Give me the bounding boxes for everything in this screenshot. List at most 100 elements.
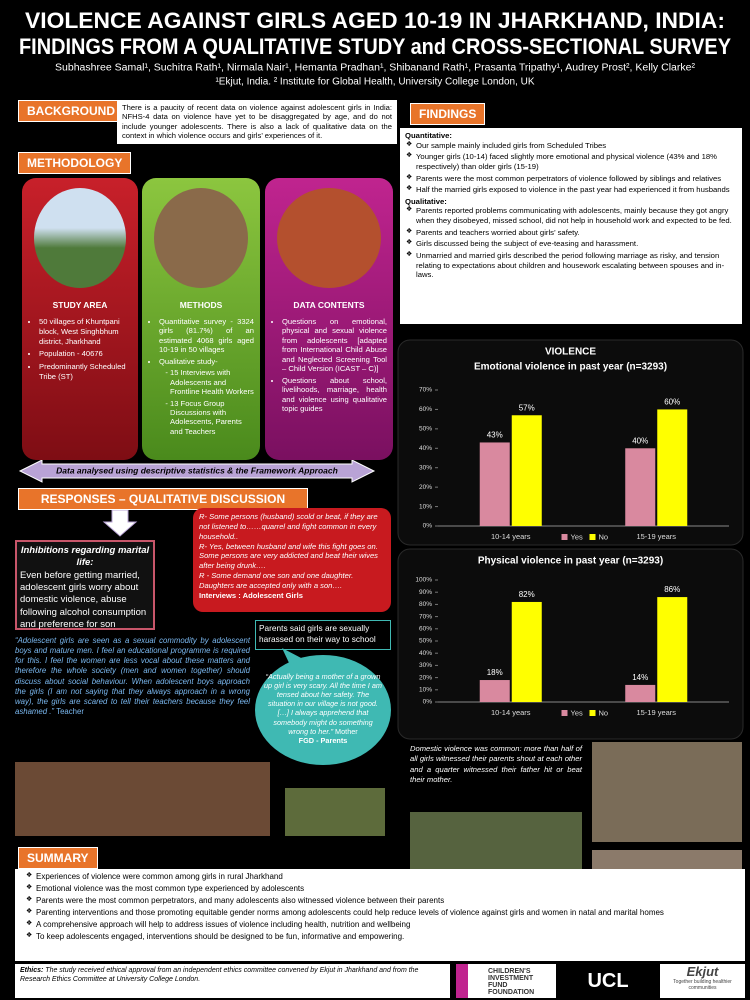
harassment-note: Parents said girls are sexually harassed… [255,620,391,650]
list-item: Girls discussed being the subject of eve… [406,239,737,249]
list: Questions on emotional, physical and sex… [271,317,387,414]
y-tick-label: 80% [419,601,432,608]
title-line: VIOLENCE AGAINST GIRLS AGED 10-19 IN JHA… [25,8,725,33]
speaker: Mother [335,726,358,736]
logo-name: Ekjut [686,964,719,979]
down-arrow [102,509,138,537]
list: Experiences of violence were common amon… [20,872,740,942]
bar [657,409,688,526]
list-item: Parents and teachers worried about girls… [406,228,737,238]
y-tick-label: 10% [419,503,432,510]
analysis-text: Data analysed using descriptive statisti… [56,465,338,475]
list-item: Predominantly Scheduled Tribe (ST) [39,362,132,383]
legend-swatch [589,534,596,540]
list-item: Half the married girls exposed to violen… [406,185,737,195]
photo [34,188,126,288]
y-tick-label: 0% [423,523,433,530]
y-tick-label: 50% [419,638,432,645]
y-tick-label: 10% [419,687,432,694]
x-tick-label: 10-14 years [491,532,531,541]
panel-title: METHODS [179,300,223,310]
title-line: FINDINGS FROM A QUALITATIVE STUDY and CR… [19,34,731,59]
ethics-box: Ethics: The study received ethical appro… [15,964,450,998]
legend-label: No [599,532,609,541]
domestic-note: Domestic violence was common: more than … [410,744,582,784]
logo-tagline: Together building healthier communities [673,979,732,991]
ethics-text: The study received ethical approval from… [20,967,419,983]
legend-label: Yes [571,532,583,541]
panel: DATA CONTENTS Questions on emotional, ph… [265,178,393,460]
list-item: Our sample mainly included girls from Sc… [406,141,737,151]
x-tick-label: 10-14 years [491,708,531,717]
list-item: Qualitative study- [159,357,254,366]
list: Our sample mainly included girls from Sc… [405,141,737,195]
list-item: 50 villages of Khuntpani block, West Sin… [39,317,132,348]
legend-label: Yes [571,708,583,717]
panel-title: DATA CONTENTS [293,300,365,310]
list-item: Parenting interventions and those promot… [26,908,740,918]
panel: STUDY AREA 50 villages of Khuntpani bloc… [22,178,138,460]
list-item: Quantitative survey - 3324 girls (81.7%)… [159,317,254,355]
y-tick-label: 30% [419,464,432,471]
panel: METHODS Quantitative survey - 3324 girls… [142,178,260,460]
legend-swatch [561,534,568,540]
y-tick-label: 70% [419,387,432,394]
authors: Subhashree Samal¹, Suchitra Rath¹, Nirma… [55,63,696,74]
y-tick-label: 40% [419,650,432,657]
legend-swatch [561,710,568,716]
list-item: R- Yes, between husband and wife this fi… [199,541,378,571]
list-item: Parents were the most common perpetrator… [26,896,740,906]
list-item: Younger girls (10-14) faced slightly mor… [406,152,737,171]
list-item: Questions about school, livelihoods, mar… [282,376,387,414]
section-label: FINDINGS [410,103,486,125]
bar [511,601,542,702]
ethics-label: Ethics: [20,967,44,974]
list-item: Experiences of violence were common amon… [26,872,740,882]
findings-box: Quantitative: Our sample mainly included… [400,128,742,324]
list-item: Emotional violence was the most common t… [26,884,740,894]
quote: “Adolescent girls are seen as a sexual c… [15,636,250,716]
list: Quantitative survey - 3324 girls (81.7%)… [148,317,254,366]
list-item: 13 Focus Group Discussions with Adolesce… [170,399,254,437]
box-title: Inhibitions regarding marital life: [20,545,150,569]
value-label: 14% [632,673,648,682]
list-item: Unmarried and married girls described th… [406,251,737,280]
legend-swatch [589,710,596,716]
list-item: R- Some persons (husband) scold or beat,… [199,512,378,541]
list-item: Parents reported problems communicating … [406,206,737,225]
section-label: SUMMARY [18,847,98,869]
bar [479,680,510,702]
teacher-quote: “Adolescent girls are seen as a sexual c… [15,636,250,754]
value-label: 40% [632,436,648,445]
list-item: Parents were the most common perpetrator… [406,174,737,184]
source: Interviews : Adolescent Girls [199,590,303,600]
bar [625,448,656,526]
list-item: Population - 40676 [39,349,132,359]
box-text: Even before getting married, adolescent … [20,569,147,631]
photo [592,742,742,842]
value-label: 43% [487,431,503,440]
value-label: 60% [664,398,680,407]
affiliations: ¹Ekjut, India. ² Institute for Global He… [215,77,534,88]
y-tick-label: 50% [419,426,432,433]
value-label: 18% [487,668,503,677]
source: Teacher [56,706,84,716]
chart-heading: VIOLENCE [545,347,596,358]
x-tick-label: 15-19 years [636,708,676,717]
list: 15 Interviews with Adolescents and Front… [148,368,254,436]
value-label: 82% [519,590,535,599]
bubble-tail [282,648,305,665]
bar [479,442,510,526]
inhibitions-box: Inhibitions regarding marital life: Even… [15,540,155,630]
section-label: BACKGROUND [18,100,124,122]
chart-title: Physical violence in past year (n=3293) [478,556,663,567]
logo: Ekjut Together building healthier commun… [660,964,745,998]
y-tick-label: 20% [419,484,432,491]
logo: CHILDREN'S INVESTMENT FUND FOUNDATION [456,964,556,998]
bar [657,597,688,702]
y-tick-label: 40% [419,445,432,452]
list: Parents reported problems communicating … [405,206,737,279]
list-item: 15 Interviews with Adolescents and Front… [170,368,254,396]
y-tick-label: 100% [415,577,432,584]
